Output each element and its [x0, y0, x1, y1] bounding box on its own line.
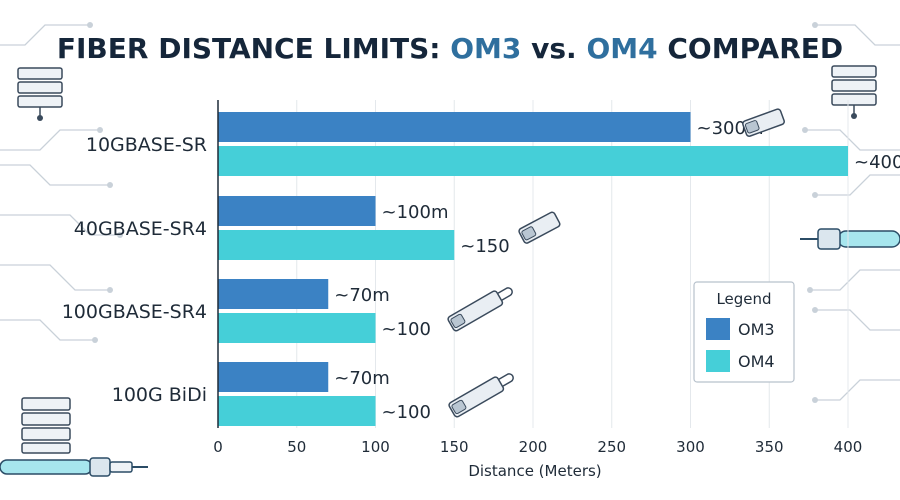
x-tick-label: 50 [287, 438, 306, 456]
transceiver-latch [497, 287, 513, 302]
circuit-traces [0, 24, 900, 401]
category-label: 10GBASE-SR [86, 134, 207, 156]
x-tick-label: 350 [755, 438, 784, 456]
legend-title: Legend [716, 290, 771, 308]
bar-series: ~300m~400m~100m~150~70m~100~70m~100 [218, 112, 900, 426]
legend-label-om4: OM4 [738, 352, 775, 371]
server-rack-icon [17, 67, 63, 121]
chart-title-part-4: COMPARED [658, 32, 844, 65]
transceiver-latch [498, 373, 514, 388]
transceiver-module-icon [742, 108, 785, 137]
transceiver-icons [447, 108, 785, 418]
x-tick-label: 150 [440, 438, 469, 456]
data-label: ~100 [382, 319, 431, 340]
transceiver-port [744, 120, 760, 134]
transceiver-port [450, 313, 466, 329]
server-rack-icon [831, 65, 877, 119]
x-tick-label: 100 [361, 438, 390, 456]
x-axis-label: Distance (Meters) [468, 462, 601, 480]
bar-om3-0 [218, 112, 691, 142]
data-label: ~400m [854, 152, 900, 173]
bar-om3-1 [218, 196, 376, 226]
bar-om4-1 [218, 230, 455, 260]
category-label: 100GBASE-SR4 [62, 301, 207, 323]
decorations [0, 22, 900, 477]
fiber-connector-icon [0, 457, 148, 477]
data-label: ~70m [334, 285, 390, 306]
bar-om4-0 [218, 146, 848, 176]
chart-title-part-3: OM4 [586, 32, 657, 65]
data-label: ~100 [382, 402, 431, 423]
axes: 0 50 100 150 200 250 300 350 400 Distance (Meters… [62, 100, 863, 480]
chart-title-part-0: FIBER DISTANCE LIMITS: [57, 32, 450, 65]
bar-om3-2 [218, 279, 329, 309]
legend-label-om3: OM3 [738, 320, 775, 339]
transceiver-module-icon [447, 287, 513, 332]
transceiver-port [451, 399, 467, 415]
category-label: 100G BiDi [112, 384, 207, 406]
x-tick-label: 0 [213, 438, 223, 456]
chart-title-part-1: OM3 [450, 32, 521, 65]
chart-title: FIBER DISTANCE LIMITS: OM3 vs. OM4 COMPA… [57, 32, 843, 65]
bar-om3-3 [218, 362, 329, 392]
server-rack-icon [21, 397, 71, 454]
transceiver-port [521, 226, 537, 241]
transceiver-module-icon [518, 211, 561, 244]
bar-om4-2 [218, 313, 376, 343]
category-label: 40GBASE-SR4 [74, 218, 207, 240]
data-label: ~150 [460, 236, 509, 257]
transceiver-body [518, 211, 561, 244]
data-label: ~70m [334, 368, 390, 389]
x-tick-label: 400 [834, 438, 863, 456]
x-tick-label: 300 [676, 438, 705, 456]
data-label: ~100m [382, 202, 449, 223]
bar-om4-3 [218, 396, 376, 426]
x-tick-label: 200 [519, 438, 548, 456]
chart-title-part-2: vs. [521, 32, 586, 65]
legend-swatch-om3 [706, 318, 730, 340]
legend-swatch-om4 [706, 350, 730, 372]
legend: Legend OM3 OM4 [693, 281, 795, 383]
transceiver-module-icon [448, 373, 514, 418]
x-tick-label: 250 [597, 438, 626, 456]
fiber-connector-icon [800, 228, 900, 250]
